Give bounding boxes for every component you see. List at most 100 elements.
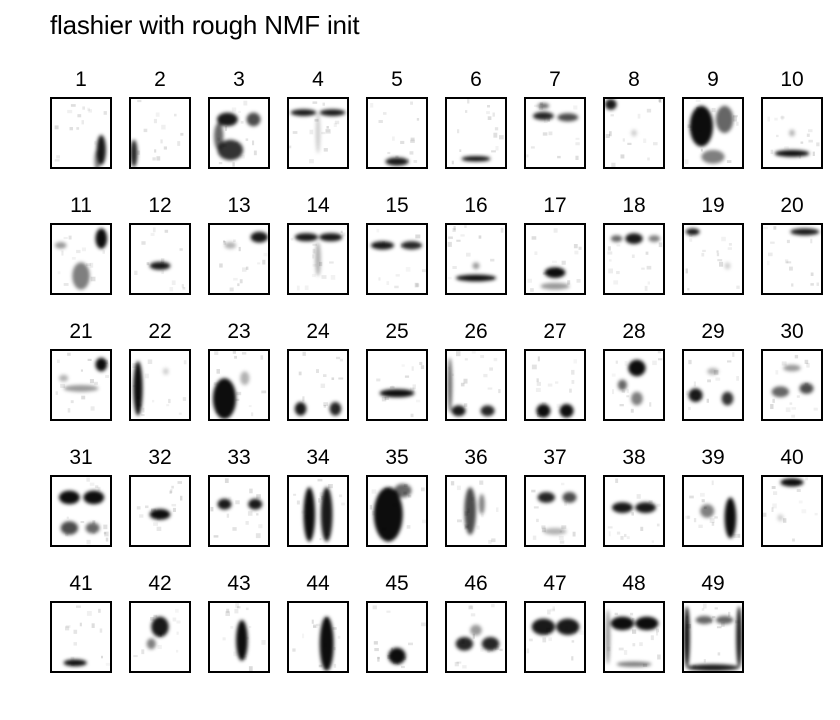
factor-blob [715, 105, 734, 133]
speckle [781, 361, 787, 366]
speckle [770, 404, 774, 409]
speckle [330, 275, 336, 280]
panel-label: 38 [622, 446, 646, 469]
panel-label: 25 [385, 320, 409, 343]
speckle [321, 275, 327, 279]
factor-blob [303, 487, 316, 542]
panel-heatmap [531, 482, 577, 544]
panel-heatmap [292, 616, 341, 671]
speckle [333, 647, 336, 651]
factor-blob [95, 357, 108, 372]
factor-blob [536, 404, 551, 418]
speckle [293, 493, 297, 496]
factor-blob [605, 609, 611, 665]
speckle [70, 104, 76, 107]
speckle [646, 108, 652, 113]
panel-heatmap [289, 101, 346, 164]
speckle [611, 162, 616, 167]
speckle [334, 120, 340, 125]
speckle [616, 531, 621, 535]
speckle [81, 120, 84, 125]
speckle [689, 234, 693, 237]
panel-heatmap [63, 605, 110, 667]
speckle [526, 648, 530, 654]
panel-image [603, 601, 665, 673]
speckle [56, 155, 60, 159]
speckle [736, 121, 739, 126]
speckle [66, 516, 69, 519]
speckle [700, 492, 705, 497]
panel-heatmap [372, 605, 426, 669]
speckle [462, 665, 467, 669]
speckle [733, 533, 738, 538]
speckle [465, 110, 468, 113]
speckle [531, 489, 536, 493]
speckle [182, 287, 186, 290]
speckle [658, 242, 663, 248]
speckle [579, 630, 584, 635]
speckle [79, 622, 82, 627]
factor-blob [214, 122, 224, 150]
speckle [132, 363, 137, 368]
speckle [808, 129, 813, 133]
speckle [210, 506, 214, 512]
panel-heatmap [55, 352, 109, 413]
panel-label: 12 [148, 194, 172, 217]
speckle [164, 229, 169, 233]
speckle [542, 637, 547, 643]
speckle [775, 370, 779, 375]
factor-blob [540, 282, 570, 290]
panel-label: 33 [227, 446, 251, 469]
speckle [798, 154, 802, 159]
speckle [612, 389, 615, 395]
panel-label: 8 [628, 68, 640, 91]
factor-blob [248, 498, 263, 510]
speckle [63, 236, 68, 240]
speckle [732, 116, 738, 122]
speckle [94, 381, 98, 385]
speckle [773, 491, 778, 495]
factor-blob [162, 368, 169, 375]
speckle [624, 361, 628, 366]
speckle [535, 387, 541, 392]
speckle [386, 281, 390, 285]
speckle [224, 478, 229, 483]
panel-label: 23 [227, 320, 251, 343]
factor-blob [610, 235, 623, 242]
speckle [332, 627, 337, 630]
panel-image [524, 97, 586, 169]
factor-blob [246, 112, 261, 127]
speckle [238, 246, 241, 252]
panel-label: 24 [306, 320, 330, 343]
speckle [54, 125, 59, 130]
speckle [245, 607, 249, 611]
speckle [234, 608, 239, 614]
speckle [236, 391, 242, 396]
speckle [780, 116, 785, 119]
speckle [257, 262, 261, 265]
panel-heatmap [454, 603, 503, 669]
speckle [495, 146, 499, 151]
speckle [67, 352, 71, 356]
speckle [451, 373, 454, 376]
speckle [643, 138, 647, 143]
speckle [542, 272, 547, 275]
factor-blob [54, 242, 67, 249]
speckle [650, 635, 654, 641]
factor-blob [631, 129, 637, 137]
panel-image [445, 601, 507, 673]
speckle [296, 500, 300, 505]
panel-image [287, 223, 349, 295]
speckle [302, 633, 305, 639]
speckle [56, 359, 60, 364]
speckle [97, 486, 101, 491]
panel-label: 29 [701, 320, 725, 343]
speckle [561, 525, 567, 529]
speckle [658, 99, 662, 103]
speckle [242, 352, 247, 355]
panel-heatmap [370, 228, 426, 289]
panel-image [366, 223, 428, 295]
speckle [789, 266, 793, 271]
speckle [331, 377, 335, 380]
speckle [623, 650, 628, 655]
